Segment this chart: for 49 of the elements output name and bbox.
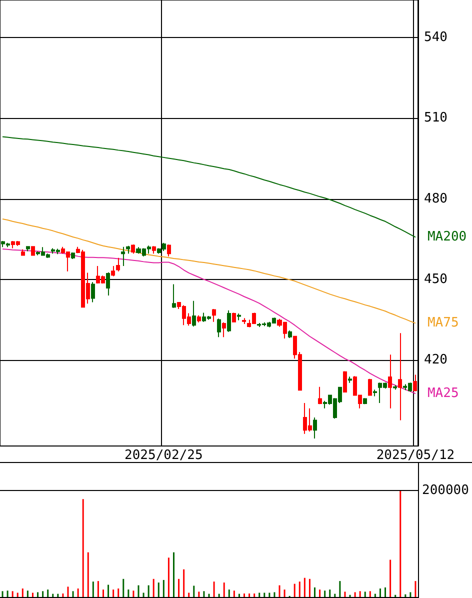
candlestick <box>368 378 372 396</box>
candlestick <box>116 257 120 272</box>
candlestick <box>222 322 226 338</box>
candlestick <box>242 318 246 325</box>
y-tick-label: 420 <box>424 352 448 368</box>
candlestick <box>363 398 367 405</box>
candlestick <box>212 308 216 322</box>
x-tick-label: 2025/05/12 <box>376 448 455 463</box>
line-series <box>2 248 416 394</box>
candlestick <box>21 248 25 256</box>
candlestick <box>217 318 221 338</box>
candlestick <box>192 300 196 327</box>
y-tick-label: 450 <box>424 272 448 287</box>
candlestick <box>197 314 201 323</box>
text: 200000 <box>422 483 469 498</box>
candlestick <box>131 244 135 254</box>
y-tick-label: 480 <box>424 191 448 206</box>
candlestick <box>318 386 322 405</box>
candlestick <box>237 313 241 321</box>
candlestick <box>126 245 130 254</box>
candlestick <box>388 354 392 409</box>
y-tick-label: 540 <box>424 30 448 46</box>
x-tick-label: 2025/02/25 <box>124 448 203 463</box>
line-series <box>2 136 416 238</box>
candlestick <box>71 252 75 260</box>
candlestick <box>343 370 347 393</box>
line-series <box>2 218 416 324</box>
candlestick <box>167 244 171 257</box>
candlestick <box>227 310 231 332</box>
y-tick-label: 510 <box>424 110 448 126</box>
candlestick <box>398 332 402 421</box>
candlestick <box>373 389 377 397</box>
candlestick <box>413 374 417 392</box>
candlestick <box>111 265 115 277</box>
series-label: MA75 <box>427 316 459 331</box>
candlestick <box>313 417 317 439</box>
candlestick <box>393 384 397 390</box>
candlestick <box>348 376 352 384</box>
candlestick <box>106 272 110 296</box>
candlestick <box>31 246 35 256</box>
candlestick <box>172 284 176 308</box>
series-label: MA200 <box>427 230 467 245</box>
candlestick <box>232 312 236 323</box>
candlestick <box>91 282 95 303</box>
candlestick <box>121 246 125 266</box>
series-label: MA25 <box>427 386 459 402</box>
candlestick <box>288 330 292 338</box>
candlestick <box>152 246 156 254</box>
candlestick <box>26 246 30 252</box>
